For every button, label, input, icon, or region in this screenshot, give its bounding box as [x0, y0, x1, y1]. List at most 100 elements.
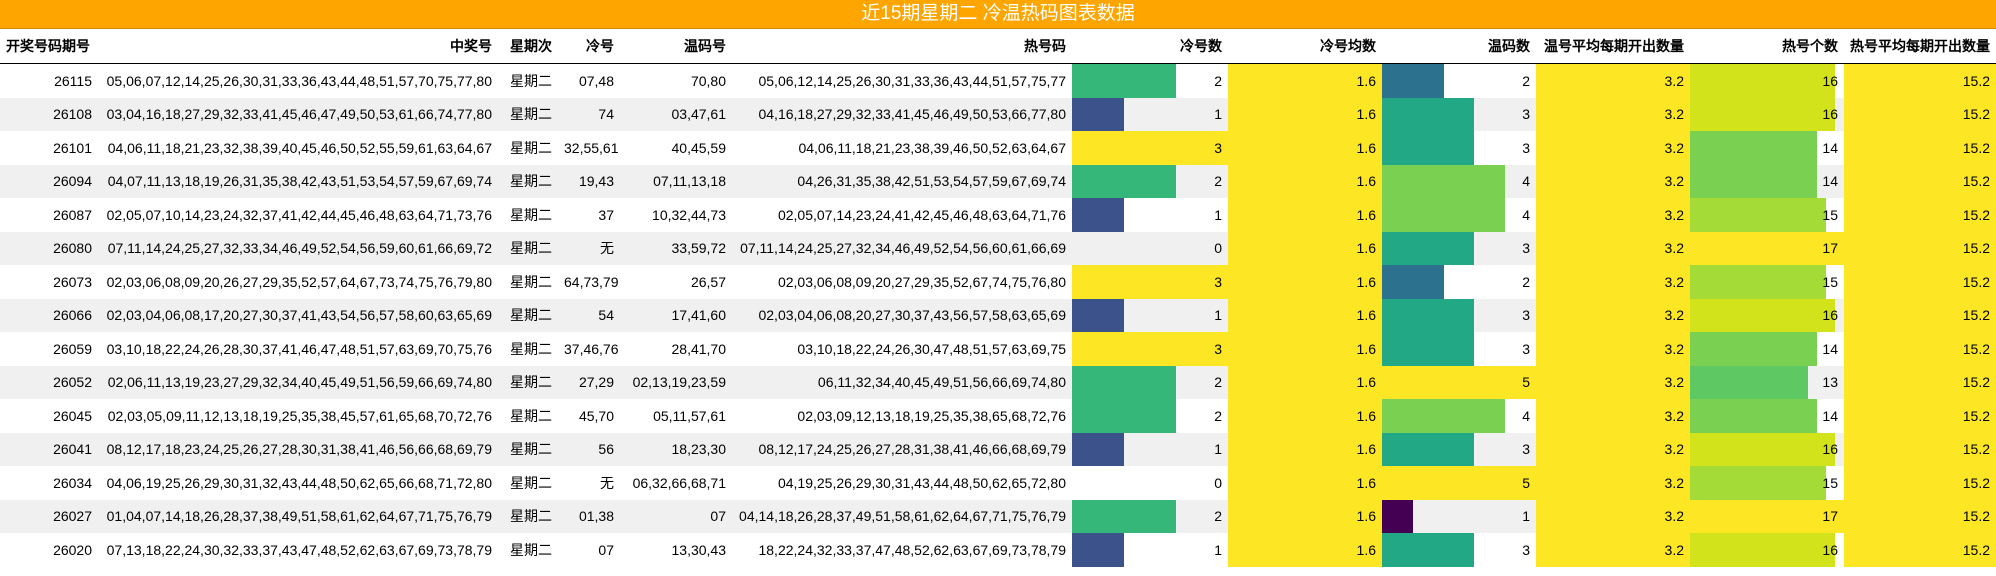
cell-warm-count-bar: [1382, 298, 1475, 332]
cell-warm: 40,45,59: [671, 139, 727, 156]
table-row: 26108 03,04,16,18,27,29,32,33,41,45,46,47…: [0, 97, 1996, 131]
cell-warm: 03,47,61: [620, 97, 732, 131]
cell-hot-count: 13: [1690, 365, 1844, 399]
cell-hot-count: 16: [1690, 432, 1844, 466]
cell-cold: 37,46,76: [564, 340, 619, 357]
cell-cold-count: 1: [1072, 298, 1228, 332]
cell-cold: 56: [558, 432, 620, 466]
cell-cold-count-value: 1: [1214, 441, 1222, 458]
cell-hot-count: 16: [1690, 64, 1844, 98]
cell-cold: 19,43: [558, 164, 620, 198]
cell-warm-count: 3: [1382, 332, 1536, 366]
cell-warm-avg: 3.2: [1536, 164, 1690, 198]
cell-cold-count-bar: [1072, 131, 1228, 165]
cell-hot-count-bar: [1690, 97, 1835, 131]
cell-weekday: 星期二: [510, 541, 552, 558]
cell-hot-count-value: 15: [1822, 474, 1838, 491]
cell-hot-count-bar: [1690, 265, 1826, 299]
cell-period: 26094: [0, 164, 98, 198]
cell-cold-count-value: 2: [1214, 407, 1222, 424]
cell-warm: 33,59,72: [620, 231, 732, 265]
cell-warm-count-value: 3: [1522, 240, 1530, 257]
header-period: 开奖号码期号: [0, 29, 98, 64]
cell-cold-count-value: 3: [1214, 340, 1222, 357]
cell-cold: 无: [600, 474, 614, 491]
cell-hot: 04,14,18,26,28,37,49,51,58,61,62,64,67,7…: [732, 499, 1072, 533]
cell-hot-count-value: 14: [1822, 407, 1838, 424]
cell-cold-count-value: 2: [1214, 72, 1222, 89]
cell-hot-count-bar: [1690, 533, 1835, 567]
cell-warm-count-value: 4: [1522, 173, 1530, 190]
cell-cold: 64,73,79: [564, 273, 619, 290]
cell-hot-avg: 15.2: [1844, 533, 1996, 567]
table-row: 26087 02,05,07,10,14,23,24,32,37,41,42,44…: [0, 198, 1996, 232]
cell-cold-count: 2: [1072, 499, 1228, 533]
cell-weekday: 星期二: [498, 298, 558, 332]
cell-hot: 07,11,14,24,25,27,32,34,46,49,52,54,56,6…: [732, 231, 1072, 265]
cell-cold-avg: 1.6: [1228, 332, 1382, 366]
cell-warm-count: 3: [1382, 231, 1536, 265]
cell-cold-avg: 1.6: [1228, 231, 1382, 265]
cell-cold-count-bar: [1072, 332, 1228, 366]
table-row: 26059 03,10,18,22,24,26,28,30,37,41,46,47…: [0, 332, 1996, 366]
cell-hot-count: 16: [1690, 298, 1844, 332]
cell-warm-count: 4: [1382, 164, 1536, 198]
cell-warm-count: 3: [1382, 97, 1536, 131]
cell-hot-avg: 15.2: [1844, 63, 1996, 98]
header-cold: 冷号: [558, 29, 620, 64]
table-row: 26045 02,03,05,09,11,12,13,18,19,25,35,38…: [0, 399, 1996, 433]
cell-hot: 03,10,18,22,24,26,30,47,48,51,57,63,69,7…: [797, 340, 1066, 357]
cell-hot-avg: 15.2: [1844, 131, 1996, 165]
cell-cold-avg: 1.6: [1228, 298, 1382, 332]
header-warm-count: 温码数: [1382, 29, 1536, 64]
cell-cold: 01,38: [558, 499, 620, 533]
cell-warm-count: 3: [1382, 298, 1536, 332]
cell-weekday: 星期二: [510, 206, 552, 223]
cell-cold-count-value: 1: [1214, 541, 1222, 558]
cell-hot-count: 16: [1690, 533, 1844, 567]
cell-winning: 03,04,16,18,27,29,32,33,41,45,46,47,49,5…: [98, 97, 498, 131]
cell-warm-count: 4: [1382, 198, 1536, 232]
cell-hot-count-value: 14: [1822, 139, 1838, 156]
table-row: 26094 04,07,11,13,18,19,26,31,35,38,42,43…: [0, 164, 1996, 198]
cell-hot-avg: 15.2: [1844, 332, 1996, 366]
cell-warm-avg: 3.2: [1536, 533, 1690, 567]
cell-warm-count-bar: [1382, 164, 1506, 198]
cell-cold-avg: 1.6: [1228, 533, 1382, 567]
cell-cold-count: 1: [1072, 97, 1228, 131]
cell-weekday: 星期二: [510, 139, 552, 156]
cell-cold-avg: 1.6: [1228, 399, 1382, 433]
cell-warm-avg: 3.2: [1536, 466, 1690, 500]
cell-hot-count: 14: [1690, 164, 1844, 198]
cell-warm: 17,41,60: [620, 298, 732, 332]
cell-hot-avg: 15.2: [1844, 499, 1996, 533]
cell-hot-count-bar: [1690, 332, 1817, 366]
cell-cold: 45,70: [578, 407, 614, 424]
cell-warm-count-bar: [1382, 533, 1475, 567]
cell-cold-count-bar: [1072, 64, 1176, 98]
table-row: 26020 07,13,18,22,24,30,32,33,37,43,47,48…: [0, 533, 1996, 567]
cell-cold: 74: [558, 97, 620, 131]
cell-cold-avg: 1.6: [1228, 499, 1382, 533]
cell-warm: 28,41,70: [671, 340, 727, 357]
cell-cold-count: 0: [1072, 466, 1228, 500]
cell-weekday: 星期二: [498, 499, 558, 533]
cell-warm-count-value: 2: [1522, 72, 1530, 89]
header-row: 开奖号码期号 中奖号 星期次 冷号 温码号 热号码 冷号数 冷号均数 温码数 温…: [0, 29, 1996, 64]
cell-warm-avg: 3.2: [1536, 131, 1690, 165]
cell-warm: 07,11,13,18: [620, 164, 732, 198]
cell-period: 26073: [53, 273, 92, 290]
cell-hot-count-bar: [1690, 298, 1835, 332]
cell-cold-count: 3: [1072, 131, 1228, 165]
cell-winning: 02,03,05,09,11,12,13,18,19,25,35,38,45,5…: [107, 407, 492, 424]
table-row: 26115 05,06,07,12,14,25,26,30,31,33,36,43…: [0, 63, 1996, 98]
cell-hot-count-value: 14: [1822, 173, 1838, 190]
cell-weekday: 星期二: [510, 407, 552, 424]
cell-period: 26101: [53, 139, 92, 156]
cell-period: 26052: [0, 365, 98, 399]
cell-warm-avg: 3.2: [1536, 365, 1690, 399]
cell-hot-avg: 15.2: [1844, 198, 1996, 232]
header-hot: 热号码: [732, 29, 1072, 64]
cell-warm-count-bar: [1382, 198, 1506, 232]
cell-warm-count: 2: [1382, 64, 1536, 98]
